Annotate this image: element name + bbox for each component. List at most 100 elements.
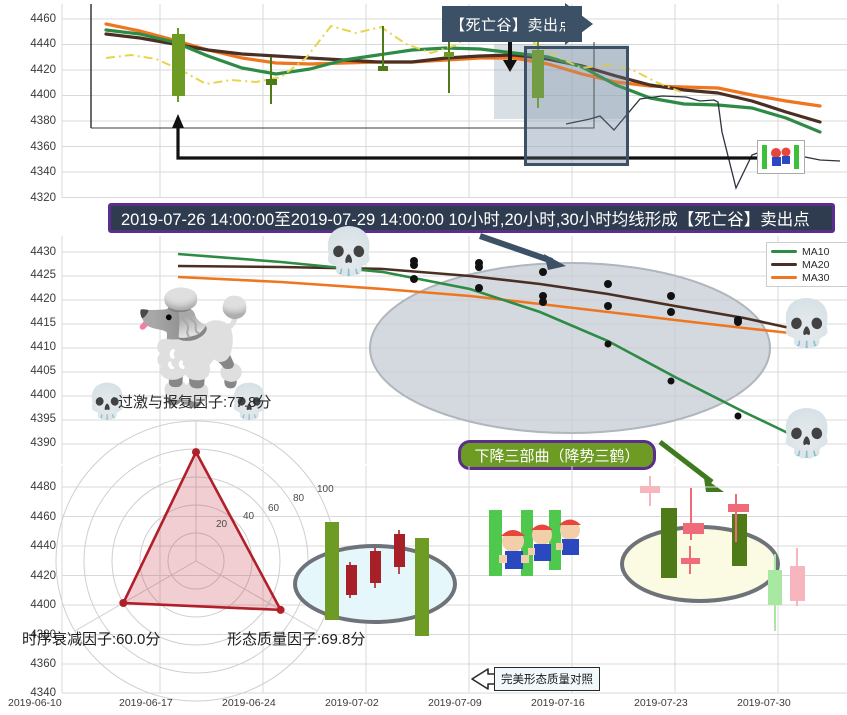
bear-candle	[728, 504, 749, 512]
ma20-line-top	[104, 32, 822, 124]
y-tick: 4405	[30, 365, 56, 377]
radar-tick-80: 80	[293, 493, 305, 504]
radar-chart	[55, 420, 337, 702]
y-tick: 4380	[30, 629, 56, 641]
y-tick: 4460	[30, 13, 56, 25]
bear-candle-light	[640, 486, 660, 493]
ma-data-points	[410, 257, 742, 420]
skull-icon: 💀	[778, 407, 836, 459]
three-crows-callout: 下降三部曲（降势三鹤）	[458, 440, 656, 470]
callout-down-arrow	[503, 42, 517, 72]
legend-item-ma30: MA30	[771, 271, 845, 284]
y-tick: 4440	[30, 540, 56, 552]
legend-label: MA10	[802, 245, 830, 258]
poodle-icon: 🐩	[128, 289, 260, 407]
left-pattern-group	[293, 522, 457, 636]
radar-tick-20: 20	[216, 519, 228, 530]
skull-icon: 💀	[228, 383, 271, 421]
aggression-factor-label: 过激与报复因子:77.8分	[118, 394, 272, 411]
candlestick-group-top	[172, 26, 544, 108]
radar-polygon	[121, 449, 283, 612]
ma10-swatch	[771, 250, 797, 253]
bull-candle	[325, 522, 339, 620]
radar-tick-100: 100	[317, 484, 334, 495]
y-tick: 4400	[30, 599, 56, 611]
bull-candle	[661, 508, 677, 578]
y-tick: 4430	[30, 246, 56, 258]
mario-sprite-group	[487, 508, 607, 580]
death-valley-callout: 【死亡谷】卖出点	[442, 6, 583, 42]
ellipse-pointer-arrow	[479, 233, 566, 270]
bull-candle	[732, 514, 747, 566]
x-tick: 2019-07-30	[737, 697, 791, 709]
y-tick: 4410	[30, 341, 56, 353]
ma-legend: MA10 MA20 MA30	[766, 242, 847, 287]
ma20-line-mid	[177, 264, 791, 330]
perfect-pattern-callout: 完美形态质量对照	[470, 667, 650, 691]
highlight-box-top	[524, 46, 629, 166]
x-tick: 2019-07-02	[325, 697, 379, 709]
signal-line-top	[105, 25, 682, 93]
ma-detail-panel: 4430 4425 4420 4415 4410 4405 4400 4395 …	[0, 233, 847, 492]
perfect-pattern-label: 完美形态质量对照	[494, 667, 600, 691]
y-tick: 4340	[30, 687, 56, 699]
y-tick: 4420	[30, 570, 56, 582]
bull-candle-light	[768, 570, 782, 605]
x-tick: 2019-07-09	[428, 697, 482, 709]
death-valley-callout-arrowhead	[565, 3, 593, 45]
y-tick: 4360	[30, 141, 56, 153]
main-banner: 2019-07-26 14:00:00至2019-07-29 14:00:00 …	[108, 203, 835, 233]
y-tick: 4425	[30, 269, 56, 281]
time-decay-factor-label: 时序衰减因子:60.0分	[22, 631, 161, 648]
bear-candle	[681, 558, 700, 564]
skull-icon: 💀	[778, 297, 836, 349]
ma30-line-top	[104, 22, 822, 108]
overview-price-panel: 4460 4440 4420 4400 4380 4360 4340 4320	[0, 0, 847, 204]
legend-label: MA20	[802, 258, 830, 271]
legend-item-ma10: MA10	[771, 245, 845, 258]
x-tick: 2019-07-16	[531, 697, 585, 709]
bull-candle	[415, 538, 429, 636]
pattern-thumbnail	[757, 140, 805, 174]
skull-icon: 💀	[320, 225, 378, 277]
ma-detail-plot	[61, 233, 847, 492]
y-tick: 4340	[30, 166, 56, 178]
pattern-compare-plot	[55, 420, 847, 702]
ma30-swatch	[771, 276, 797, 279]
radar-tick-40: 40	[243, 511, 255, 522]
skull-icon: 💀	[86, 383, 129, 421]
right-pattern-group	[620, 476, 805, 631]
y-tick: 4440	[30, 38, 56, 50]
legend-label: MA30	[802, 271, 830, 284]
y-tick: 4390	[30, 437, 56, 449]
ma10-line-mid	[177, 252, 791, 436]
pattern-pointer-arrow	[658, 440, 724, 492]
y-tick: 4415	[30, 317, 56, 329]
pattern-compare-panel: 4480 4460 4440 4420 4400 4380 4360 4340	[0, 420, 847, 715]
bear-candle	[394, 534, 405, 567]
bear-candle	[346, 565, 357, 595]
pattern-quality-factor-label: 形态质量因子:69.8分	[227, 631, 366, 648]
bear-candle-light	[790, 566, 805, 601]
y-tick: 4420	[30, 64, 56, 76]
y-tick: 4460	[30, 511, 56, 523]
bear-candle	[683, 523, 704, 534]
y-tick: 4400	[30, 89, 56, 101]
y-tick: 4380	[30, 115, 56, 127]
radar-tick-60: 60	[268, 503, 280, 514]
y-tick: 4480	[30, 481, 56, 493]
legend-item-ma20: MA20	[771, 258, 845, 271]
ma20-swatch	[771, 263, 797, 266]
x-tick: 2019-07-23	[634, 697, 688, 709]
y-tick: 4400	[30, 389, 56, 401]
x-tick: 2019-06-24	[222, 697, 276, 709]
x-tick: 2019-06-17	[119, 697, 173, 709]
y-tick: 4320	[30, 192, 56, 204]
ma10-line-top	[104, 28, 822, 134]
x-tick: 2019-06-10	[8, 697, 62, 709]
y-tick: 4360	[30, 658, 56, 670]
y-tick: 4420	[30, 293, 56, 305]
bear-candle	[370, 551, 381, 583]
overview-plot	[61, 4, 847, 198]
